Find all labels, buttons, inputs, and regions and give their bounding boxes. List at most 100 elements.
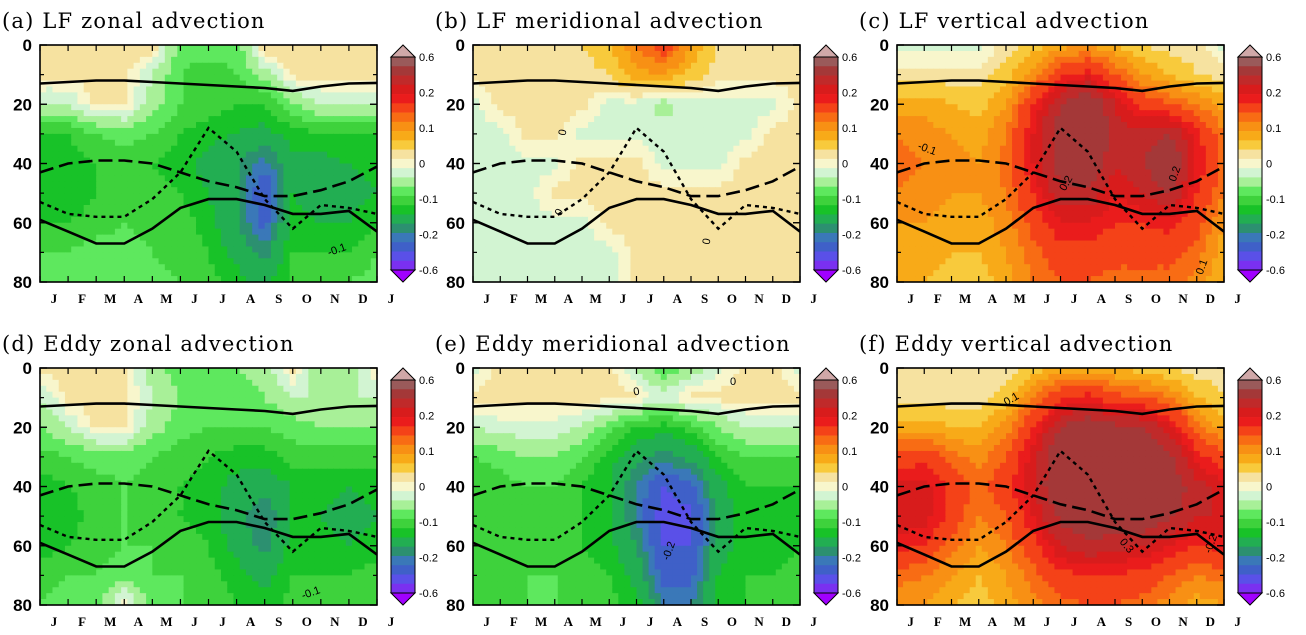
heatmap-cell <box>89 157 97 165</box>
heatmap-cell <box>64 145 72 153</box>
heatmap-cell <box>183 175 191 182</box>
x-tick-label: O <box>302 291 312 306</box>
heatmap-cell <box>277 204 284 212</box>
heatmap-cell <box>745 92 753 99</box>
heatmap-cell <box>757 157 765 165</box>
heatmap-cell <box>691 56 698 64</box>
heatmap-cell <box>289 193 297 200</box>
heatmap-cell <box>64 133 72 141</box>
heatmap-cell <box>684 181 692 188</box>
heatmap-cell <box>171 234 178 242</box>
heatmap-cell <box>473 258 480 265</box>
heatmap-cell <box>345 104 353 111</box>
heatmap-cell <box>630 169 638 176</box>
heatmap-cell <box>969 86 977 93</box>
x-tick-label: A <box>673 291 683 306</box>
heatmap-cell <box>71 216 79 224</box>
heatmap-cell <box>763 127 771 135</box>
heatmap-cell <box>781 240 789 248</box>
heatmap-cell <box>133 98 141 105</box>
heatmap-cell <box>345 68 353 76</box>
heatmap-cell <box>233 145 241 153</box>
heatmap-cell <box>89 187 97 194</box>
heatmap-cell <box>933 50 940 58</box>
heatmap-cell <box>214 110 222 117</box>
heatmap-cell <box>46 127 54 135</box>
heatmap-cell <box>289 145 297 153</box>
heatmap-cell <box>352 240 359 248</box>
heatmap-cell <box>277 68 284 76</box>
heatmap-cell <box>64 210 72 218</box>
heatmap-cell <box>533 210 541 218</box>
heatmap-cell <box>289 98 297 105</box>
heatmap-cell <box>152 169 160 176</box>
heatmap-cell <box>277 181 284 188</box>
heatmap-cell <box>245 234 253 242</box>
heatmap-cell <box>46 234 54 242</box>
heatmap-cell <box>1211 68 1219 76</box>
heatmap-cell <box>1018 45 1025 52</box>
heatmap-cell <box>96 116 104 123</box>
heatmap-cell <box>327 92 334 99</box>
heatmap-cell <box>1157 50 1165 58</box>
heatmap-cell <box>77 181 85 188</box>
heatmap-cell <box>491 56 498 64</box>
heatmap-cell <box>588 169 595 176</box>
heatmap-cell <box>624 240 632 248</box>
heatmap-cell <box>648 110 656 117</box>
heatmap-cell <box>252 193 260 200</box>
heatmap-cell <box>1211 86 1219 93</box>
heatmap-cell <box>320 145 328 153</box>
heatmap-cell <box>612 204 619 212</box>
heatmap-cell <box>189 56 197 64</box>
heatmap-cell <box>751 204 759 212</box>
heatmap-cell <box>582 187 589 194</box>
heatmap-cell <box>473 228 480 236</box>
heatmap-cell <box>497 110 504 117</box>
heatmap-cell <box>177 86 185 93</box>
heatmap-cell <box>252 133 260 141</box>
heatmap-cell <box>533 74 541 82</box>
heatmap-cell <box>345 216 353 224</box>
heatmap-cell <box>183 68 191 76</box>
heatmap-cell <box>277 74 284 82</box>
heatmap-cell <box>64 187 72 194</box>
heatmap-cell <box>588 45 595 52</box>
heatmap-cell <box>64 204 72 212</box>
heatmap-cell <box>1127 68 1134 76</box>
heatmap-cell <box>114 264 122 271</box>
heatmap-cell <box>233 187 241 194</box>
heatmap-cell <box>503 181 510 188</box>
heatmap-cell <box>624 116 632 123</box>
heatmap-cell <box>114 210 122 218</box>
heatmap-cell <box>339 139 347 147</box>
heatmap-cell <box>539 98 547 105</box>
heatmap-cell <box>277 270 284 277</box>
heatmap-cell <box>1115 62 1122 70</box>
heatmap-cell <box>345 270 353 277</box>
heatmap-cell <box>233 122 241 129</box>
heatmap-cell <box>189 210 197 218</box>
heatmap-cell <box>763 234 771 242</box>
heatmap-cell <box>594 50 601 58</box>
heatmap-cell <box>473 157 480 165</box>
heatmap-cell <box>473 181 480 188</box>
heatmap-cell <box>993 56 1001 64</box>
heatmap-cell <box>339 98 347 105</box>
heatmap-cell <box>71 181 79 188</box>
heatmap-cell <box>563 157 571 165</box>
heatmap-cell <box>233 175 241 182</box>
colorbar-label: -0.6 <box>842 265 861 277</box>
heatmap-cell <box>509 175 516 182</box>
heatmap-cell <box>1133 56 1140 64</box>
heatmap-cell <box>485 98 492 105</box>
heatmap-cell <box>563 163 571 171</box>
heatmap-cell <box>227 110 235 117</box>
heatmap-cell <box>258 68 266 76</box>
heatmap-cell <box>302 199 309 206</box>
heatmap-cell <box>939 80 947 88</box>
heatmap-cell <box>672 252 680 259</box>
heatmap-cell <box>108 50 116 58</box>
heatmap-cell <box>1048 62 1056 70</box>
heatmap-cell <box>787 122 795 129</box>
